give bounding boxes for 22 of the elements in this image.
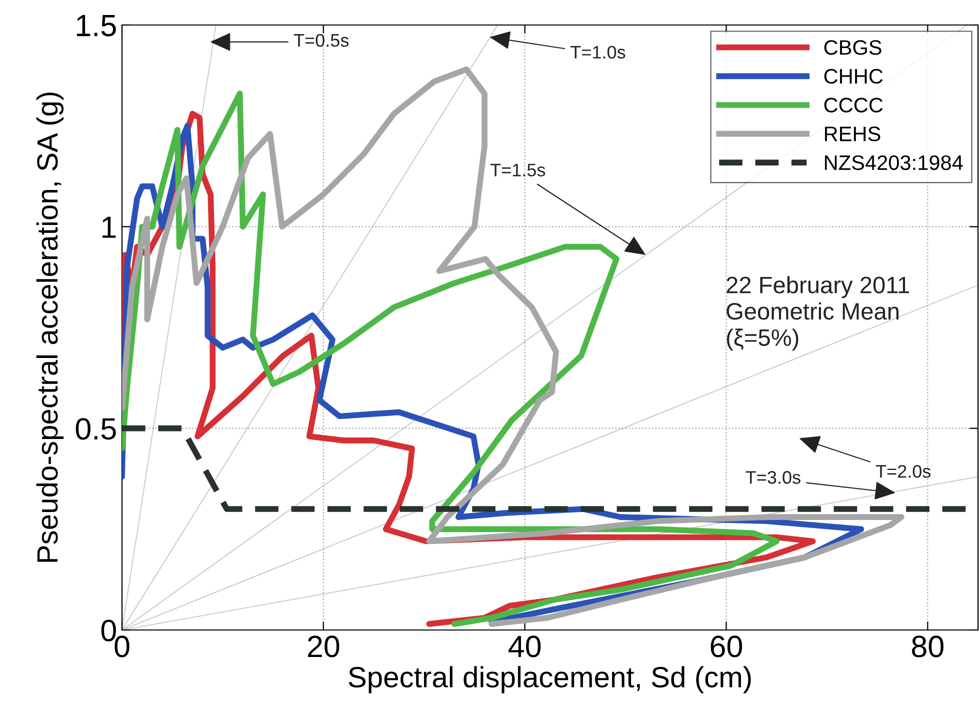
legend-label: CBGS [824,40,882,55]
legend-label: NZS4203:1984 [824,155,963,170]
x-tick-label: 80 [912,636,944,658]
y-tick-label: 0.5 [76,418,116,440]
y-tick-label: 1.5 [76,15,116,36]
annotation: T=1.5s [490,164,546,176]
annotation: T=3.0s [746,471,800,484]
legend-label: CHHC [824,68,883,84]
legend-label: REHS [824,126,880,142]
annotation: 22 February 2011 Geometric Mean (ξ=5%) [726,276,909,351]
y-tick-label: 1 [102,216,116,238]
annotation: T=2.0s [876,465,931,478]
x-axis-title: Spectral displacement, Sd (cm) [348,666,751,694]
x-tick-label: 40 [508,636,541,658]
x-tick-label: 60 [710,636,742,658]
y-axis-title: Pseudo-spectral acceleration, SA (g) [36,92,64,562]
annotation: T=1.0s [570,46,626,59]
x-tick-label: 20 [308,636,340,658]
y-tick-label: 0 [101,620,116,642]
legend-label: CCCC [824,98,883,112]
x-tick-label: 0 [114,636,130,658]
annotation: T=0.5s [294,34,349,47]
